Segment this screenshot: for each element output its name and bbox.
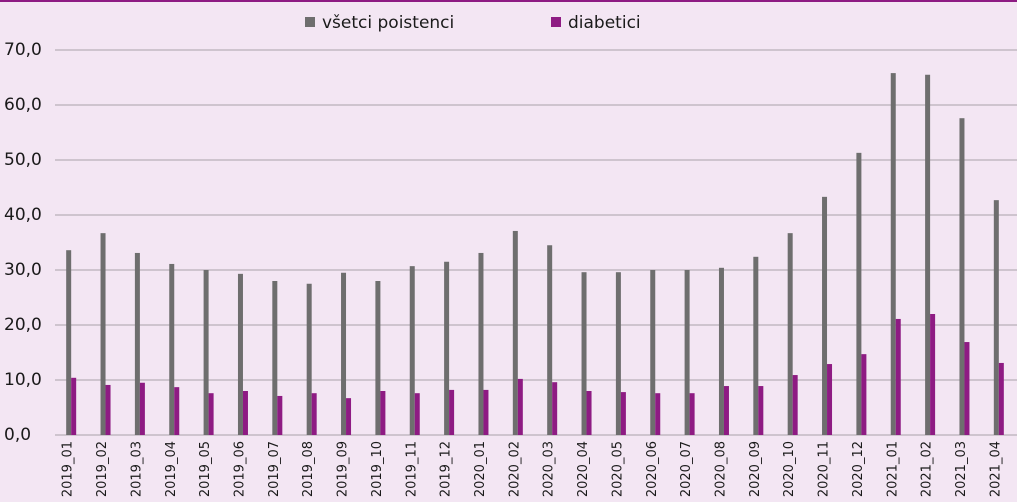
x-tick-label: 2019_02 xyxy=(95,441,110,497)
bar xyxy=(993,200,999,435)
y-tick-label: 20,0 xyxy=(4,315,42,335)
bar xyxy=(134,252,140,435)
bar xyxy=(277,395,283,435)
bar xyxy=(822,196,828,435)
bar xyxy=(311,393,317,435)
bar xyxy=(380,391,386,435)
bar xyxy=(306,283,312,435)
x-tick-label: 2019_07 xyxy=(267,441,282,497)
bar xyxy=(861,354,867,435)
bar xyxy=(792,375,798,435)
x-tick-label: 2019_10 xyxy=(370,441,385,497)
x-tick-label: 2020_04 xyxy=(576,441,591,497)
bar xyxy=(895,318,901,435)
bar xyxy=(71,377,77,435)
bar xyxy=(105,384,111,435)
bar xyxy=(758,386,764,435)
x-tick-label: 2020_05 xyxy=(610,441,625,497)
bar xyxy=(890,73,896,435)
bar xyxy=(547,245,553,435)
bar xyxy=(478,252,484,435)
bar xyxy=(242,391,248,435)
bar xyxy=(552,382,558,435)
bar xyxy=(930,314,936,435)
bar xyxy=(620,392,626,435)
bar xyxy=(718,267,724,435)
x-tick-label: 2020_03 xyxy=(542,441,557,497)
bar xyxy=(414,393,420,435)
bar xyxy=(998,362,1004,435)
bar xyxy=(409,266,415,435)
y-tick-label: 70,0 xyxy=(4,40,42,60)
y-tick-label: 0,0 xyxy=(4,425,31,445)
top-border xyxy=(0,0,1017,2)
bar xyxy=(100,233,106,435)
bar xyxy=(208,393,214,435)
x-tick-label: 2019_04 xyxy=(164,441,179,497)
x-tick-label: 2019_01 xyxy=(61,441,76,497)
bar xyxy=(272,281,278,435)
bar xyxy=(169,263,175,435)
x-tick-label: 2020_01 xyxy=(473,441,488,497)
bar xyxy=(655,393,661,435)
x-tick-label: 2019_06 xyxy=(232,441,247,497)
bar xyxy=(517,378,523,435)
bar xyxy=(449,389,455,435)
bar xyxy=(959,118,965,435)
y-tick-label: 10,0 xyxy=(4,370,42,390)
x-tick-label: 2019_09 xyxy=(336,441,351,497)
bar xyxy=(753,256,759,435)
x-tick-label: 2020_12 xyxy=(851,441,866,497)
bar xyxy=(723,386,729,435)
bar xyxy=(375,281,381,435)
bar xyxy=(174,387,180,435)
x-tick-label: 2019_11 xyxy=(404,441,419,497)
bar xyxy=(237,273,243,435)
x-tick-label: 2020_06 xyxy=(645,441,660,497)
y-tick-label: 30,0 xyxy=(4,260,42,280)
legend-swatch xyxy=(551,17,561,27)
x-tick-label: 2021_04 xyxy=(988,441,1003,497)
bar xyxy=(139,382,145,435)
legend-swatch xyxy=(305,17,315,27)
x-tick-label: 2019_12 xyxy=(439,441,454,497)
x-tick-label: 2021_01 xyxy=(885,441,900,497)
bar xyxy=(512,230,518,435)
bar xyxy=(581,272,587,435)
x-tick-label: 2020_08 xyxy=(713,441,728,497)
legend-label: diabetici xyxy=(568,13,641,33)
bar xyxy=(650,270,656,435)
x-tick-label: 2020_02 xyxy=(507,441,522,497)
x-tick-label: 2020_07 xyxy=(679,441,694,497)
bar xyxy=(586,391,592,435)
bar xyxy=(483,389,489,435)
bar xyxy=(787,233,793,435)
bar xyxy=(684,270,690,435)
y-tick-label: 40,0 xyxy=(4,205,42,225)
x-tick-label: 2020_11 xyxy=(817,441,832,497)
x-tick-label: 2021_03 xyxy=(954,441,969,497)
bar xyxy=(615,272,621,435)
y-tick-label: 60,0 xyxy=(4,95,42,115)
x-tick-label: 2019_05 xyxy=(198,441,213,497)
bar xyxy=(444,261,450,435)
bar xyxy=(925,74,931,435)
bar xyxy=(827,364,833,435)
legend-label: všetci poistenci xyxy=(322,13,454,33)
x-tick-label: 2020_10 xyxy=(782,441,797,497)
bar xyxy=(66,250,72,435)
y-tick-label: 50,0 xyxy=(4,150,42,170)
bar xyxy=(341,272,347,435)
x-tick-label: 2020_09 xyxy=(748,441,763,497)
bar xyxy=(689,393,695,435)
bar xyxy=(203,270,209,435)
bar xyxy=(964,342,970,435)
bar xyxy=(856,152,862,435)
bar xyxy=(346,398,352,435)
x-tick-label: 2019_08 xyxy=(301,441,316,497)
x-tick-label: 2019_03 xyxy=(129,441,144,497)
x-tick-label: 2021_02 xyxy=(920,441,935,497)
